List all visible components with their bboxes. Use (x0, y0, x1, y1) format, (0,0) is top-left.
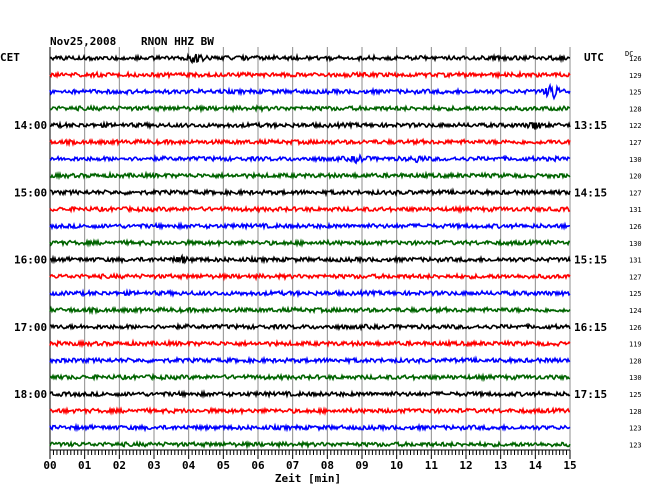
x-tick-label: 15 (563, 459, 576, 472)
trace-row-22 (49, 422, 571, 433)
trace-row-1 (49, 69, 571, 80)
dc-offset-label: 119 (629, 341, 642, 349)
dc-offset-label: 127 (629, 273, 642, 281)
left-time-label: 14:00 (14, 119, 47, 132)
x-tick-label: 04 (182, 459, 196, 472)
trace-row-8 (49, 187, 571, 198)
right-timezone-label: UTC (584, 51, 604, 64)
trace-row-9 (49, 204, 571, 215)
x-tick-label: 03 (147, 459, 160, 472)
dc-offset-label: 131 (629, 257, 642, 265)
x-tick-label: 06 (251, 459, 265, 472)
x-tick-label: 07 (286, 459, 299, 472)
left-time-labels: 14:00 15:00 16:00 17:00 18:00 (14, 119, 47, 401)
dc-offset-label: 129 (629, 72, 642, 80)
dc-offset-label: 127 (629, 139, 642, 147)
left-time-label: 15:00 (14, 186, 47, 199)
x-tick-label: 08 (321, 459, 334, 472)
dc-offset-label: 130 (629, 374, 642, 382)
x-axis: 00 01 02 03 04 05 06 07 08 09 10 11 12 13 14 15 (43, 449, 577, 472)
dc-offset-label: 130 (629, 240, 642, 248)
dc-offset-label: 127 (629, 189, 642, 197)
dc-offset-label: 125 (629, 89, 642, 97)
x-axis-label: Zeit [min] (275, 472, 341, 485)
x-tick-label: 14 (529, 459, 543, 472)
x-tick-label: 09 (355, 459, 368, 472)
dc-offset-label: 128 (629, 105, 642, 113)
trace-row-19 (49, 372, 571, 383)
x-tick-label: 12 (459, 459, 472, 472)
x-tick-label: 05 (217, 459, 230, 472)
trace-row-18 (49, 355, 571, 366)
x-tick-label: 10 (390, 459, 403, 472)
minute-grid (84, 47, 571, 450)
dc-offset-label: 125 (629, 391, 642, 399)
x-tick-label: 01 (78, 459, 92, 472)
dc-offset-label: 125 (629, 290, 642, 298)
trace-row-15 (49, 305, 571, 316)
trace-row-0 (49, 52, 570, 65)
dc-offset-label: 123 (629, 425, 642, 433)
right-time-label: 13:15 (574, 119, 607, 132)
right-time-label: 17:15 (574, 388, 607, 401)
trace-row-10 (49, 221, 570, 231)
dc-offset-label: 126 (629, 223, 642, 231)
dc-offset-label: 124 (629, 307, 642, 315)
left-time-label: 18:00 (14, 388, 47, 401)
dc-offset-label: 126 (629, 55, 642, 63)
dc-offset-labels: 126 129 125 128 122 127 130 120 127 131 126 130 131 1… (629, 55, 642, 449)
trace-row-5 (49, 137, 571, 148)
x-tick-label: 13 (494, 459, 507, 472)
x-tick-label: 00 (43, 459, 56, 472)
trace-row-17 (49, 338, 571, 349)
trace-row-4 (49, 120, 571, 131)
trace-row-2 (49, 82, 571, 101)
trace-row-23 (49, 439, 571, 450)
dc-label: DC (625, 50, 633, 58)
dc-offset-label: 130 (629, 156, 642, 164)
trace-row-11 (49, 238, 571, 248)
dc-offset-label: 126 (629, 324, 642, 332)
right-time-label: 15:15 (574, 254, 607, 267)
dc-offset-label: 122 (629, 122, 642, 130)
right-time-labels: 13:15 14:15 15:15 16:15 17:15 (574, 119, 607, 401)
trace-row-21 (49, 406, 570, 416)
x-tick-label: 02 (113, 459, 126, 472)
trace-row-13 (49, 271, 571, 282)
chart-date: Nov25,2008 (50, 35, 116, 48)
trace-row-14 (49, 288, 571, 299)
left-time-label: 17:00 (14, 321, 47, 334)
chart-station: RNON HHZ BW (141, 35, 214, 48)
dc-offset-label: 131 (629, 206, 642, 214)
trace-row-16 (49, 322, 571, 332)
x-tick-label: 11 (425, 459, 439, 472)
trace-row-6 (49, 153, 571, 165)
traces (49, 52, 571, 450)
dc-offset-label: 123 (629, 441, 642, 449)
dc-offset-label: 128 (629, 357, 642, 365)
trace-row-12 (49, 253, 571, 265)
right-time-label: 14:15 (574, 186, 607, 199)
trace-row-7 (50, 170, 571, 181)
dc-offset-label: 120 (629, 173, 642, 181)
dc-offset-label: 128 (629, 408, 642, 416)
right-time-label: 16:15 (574, 321, 607, 334)
trace-row-3 (49, 103, 570, 114)
left-time-label: 16:00 (14, 254, 47, 267)
trace-row-20 (49, 389, 571, 399)
left-timezone-label: CET (0, 51, 20, 64)
